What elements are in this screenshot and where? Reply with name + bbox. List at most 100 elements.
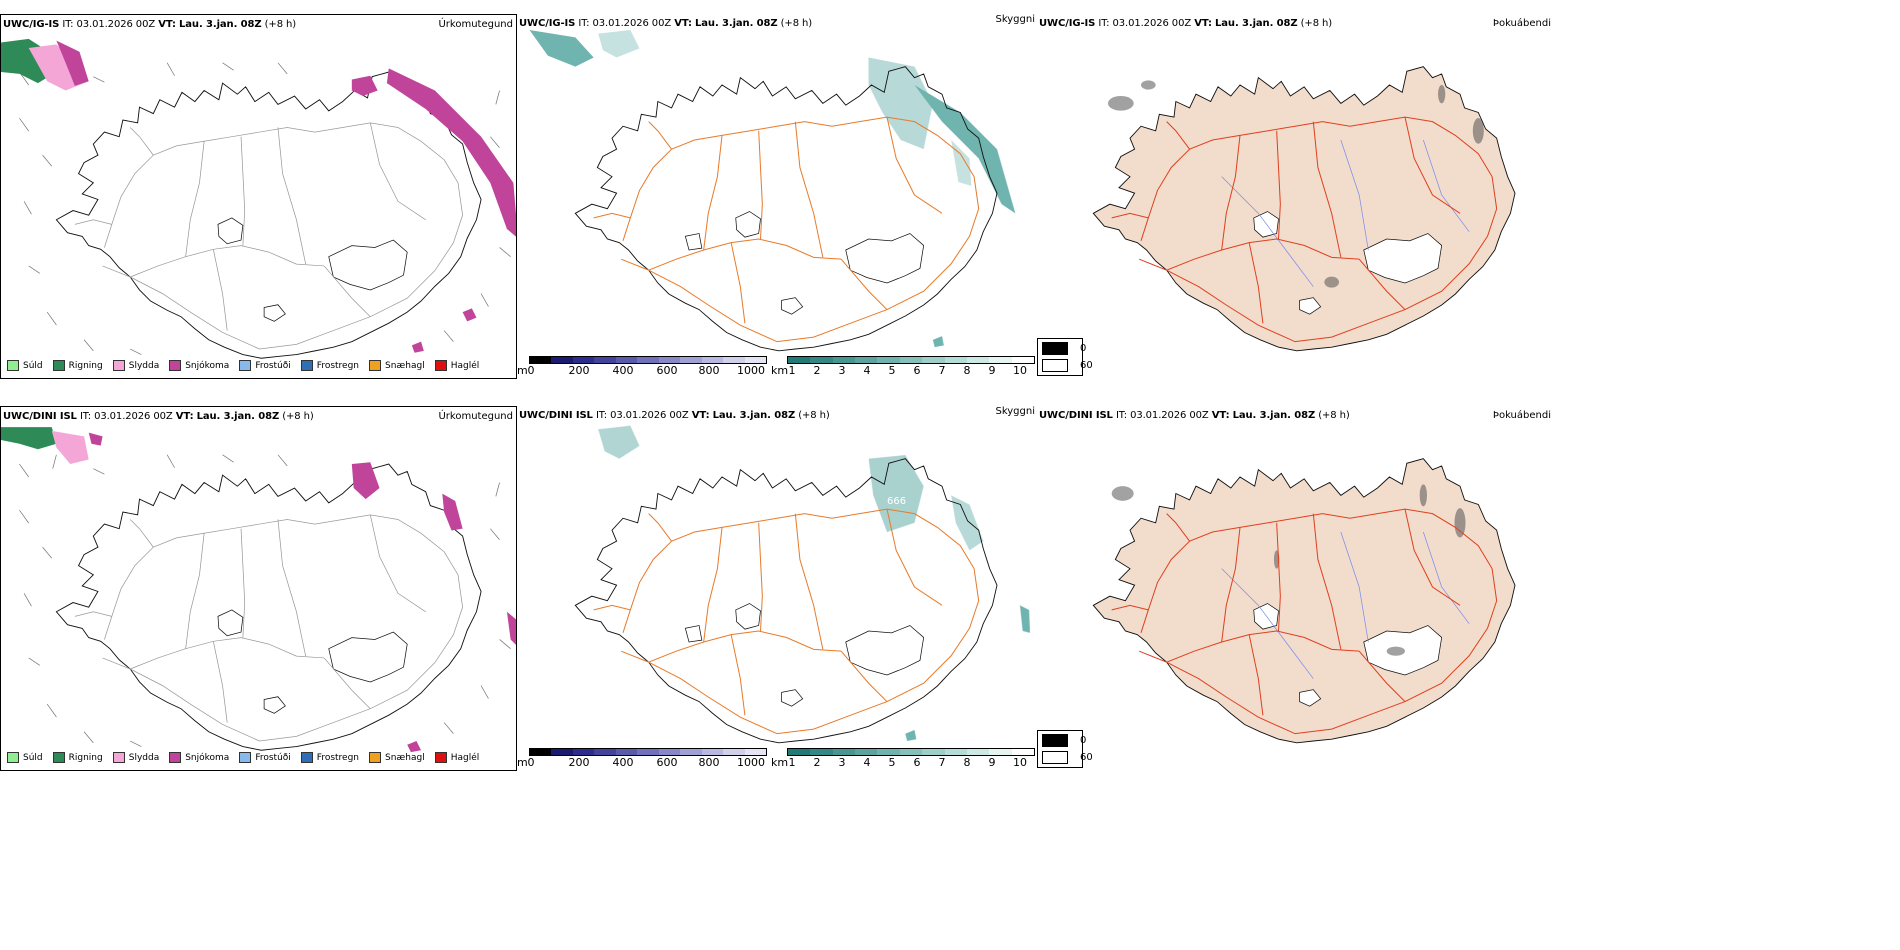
vt-label: VT: xyxy=(691,410,710,421)
visibility-unit: km xyxy=(771,756,789,769)
legend-swatch xyxy=(7,360,19,371)
it-label: IT: xyxy=(595,410,607,421)
height-unit: m xyxy=(517,756,528,769)
panel-title: Þokuábendi xyxy=(1492,410,1551,421)
visibility-tick: 4 xyxy=(863,756,871,769)
legend-item: Súld xyxy=(7,752,43,763)
fog-panel-1[interactable]: UWC/DINI ISL IT: 03.01.2026 00Z VT: Lau.… xyxy=(1037,406,1553,771)
height-tick: 1000 xyxy=(737,364,765,377)
it-value: 03.01.2026 00Z xyxy=(94,411,173,422)
panel-header: UWC/IG-IS IT: 03.01.2026 00Z VT: Lau. 3.… xyxy=(1039,18,1332,29)
rivers xyxy=(1221,531,1470,679)
legend-item: Frostúði xyxy=(239,752,291,763)
panel-title: Skyggni xyxy=(995,406,1035,417)
model-name: UWC/DINI ISL xyxy=(3,411,77,422)
fog-legend-row: 0 xyxy=(1042,342,1086,355)
legend-swatch xyxy=(434,752,447,763)
low-visibility-areas xyxy=(598,425,1030,741)
height-tick: 1000 xyxy=(737,756,765,769)
precip-areas xyxy=(1,38,516,353)
height-colorbar: m 0 200 400 600 800 1000 xyxy=(517,748,767,771)
height-tick: 400 xyxy=(612,364,634,377)
height-tick: 800 xyxy=(698,364,720,377)
legend-swatch xyxy=(169,360,182,371)
panel-title: Úrkomutegund xyxy=(438,19,513,30)
height-tick: 600 xyxy=(656,364,678,377)
height-colorbar-strip xyxy=(529,356,767,364)
visibility-tick: 7 xyxy=(938,364,946,377)
rivers xyxy=(1221,139,1470,287)
visibility-tick: 1 xyxy=(788,364,796,377)
vt-value: Lau. 3.jan. 08Z xyxy=(695,18,778,29)
lead-time: (+8 h) xyxy=(264,19,297,30)
it-value: 03.01.2026 00Z xyxy=(76,19,156,30)
low-visibility-areas xyxy=(529,30,1016,348)
legend-item: Snjókoma xyxy=(169,360,229,371)
legend-swatch xyxy=(300,360,313,371)
visibility-label: 666 xyxy=(887,496,907,507)
visibility-colorbar: km 1 2 3 4 5 6 7 8 9 10 xyxy=(771,748,1037,771)
visibility-tick: 8 xyxy=(963,364,971,377)
visibility-colorbar-strip xyxy=(787,748,1035,756)
precip-type-panel-0[interactable]: UWC/IG-IS IT: 03.01.2026 00Z VT: Lau. 3.… xyxy=(0,14,517,379)
legend-swatch xyxy=(434,360,447,371)
wind-barbs xyxy=(19,454,511,747)
visibility-tick: 3 xyxy=(838,756,846,769)
fog-panel-0[interactable]: UWC/IG-IS IT: 03.01.2026 00Z VT: Lau. 3.… xyxy=(1037,14,1553,379)
visibility-tick: 5 xyxy=(888,756,896,769)
legend-swatch xyxy=(7,752,19,763)
legend-item: Rigning xyxy=(52,752,103,763)
visibility-tick: 7 xyxy=(938,756,946,769)
fog-legend-swatch xyxy=(1042,734,1068,747)
visibility-tick: 5 xyxy=(888,364,896,377)
precip-type-panel-1[interactable]: UWC/DINI ISL IT: 03.01.2026 00Z VT: Lau.… xyxy=(0,406,517,771)
legend-item: Slydda xyxy=(112,360,159,371)
visibility-tick: 6 xyxy=(913,756,921,769)
height-tick: 800 xyxy=(698,756,720,769)
fog-legend-row: 60 xyxy=(1042,751,1093,764)
visibility-colorbar: km 1 2 3 4 5 6 7 8 9 10 xyxy=(771,356,1037,379)
lead-time: (+8 h) xyxy=(282,411,314,422)
panel-header: UWC/DINI ISL IT: 03.01.2026 00Z VT: Lau.… xyxy=(519,410,830,421)
vt-value: Lau. 3.jan. 08Z xyxy=(1232,410,1316,421)
legend-swatch xyxy=(239,360,252,371)
fog-legend-swatch xyxy=(1042,359,1068,372)
visibility-unit: km xyxy=(771,364,789,377)
fog-map xyxy=(1092,66,1516,352)
legend-swatch xyxy=(239,752,252,763)
vt-value: Lau. 3.jan. 08Z xyxy=(196,411,280,422)
fog-legend: 0 60 xyxy=(1037,730,1093,768)
vt-value: Lau. 3.jan. 08Z xyxy=(1215,18,1298,29)
it-value: 03.01.2026 00Z xyxy=(1112,18,1192,29)
wind-barbs xyxy=(19,62,511,355)
vt-value: Lau. 3.jan. 08Z xyxy=(179,19,262,30)
height-tick: 200 xyxy=(568,756,590,769)
precip-areas xyxy=(1,427,516,753)
precip-legend: Súld Rigning Slydda Snjókoma Frostúði Fr… xyxy=(7,360,489,371)
legend-swatch xyxy=(52,752,65,763)
model-name: UWC/DINI ISL xyxy=(519,410,593,421)
vt-label: VT: xyxy=(175,411,194,422)
visibility-tick: 4 xyxy=(863,364,871,377)
precip-legend: Súld Rigning Slydda Snjókoma Frostúði Fr… xyxy=(7,752,489,763)
vt-label: VT: xyxy=(158,19,176,30)
height-colorbar-strip xyxy=(529,748,767,756)
visibility-tick: 10 xyxy=(1013,364,1027,377)
fog-legend-row: 0 xyxy=(1042,734,1086,747)
height-tick: 200 xyxy=(568,364,590,377)
visibility-panel-1[interactable]: UWC/DINI ISL IT: 03.01.2026 00Z VT: Lau.… xyxy=(517,406,1037,771)
legend-item: Frostregn xyxy=(300,752,359,763)
visibility-tick: 6 xyxy=(913,364,921,377)
vt-label: VT: xyxy=(674,18,692,29)
legend-item: Haglél xyxy=(434,360,479,371)
model-name: UWC/IG-IS xyxy=(519,18,576,29)
it-label: IT: xyxy=(1115,410,1127,421)
it-value: 03.01.2026 00Z xyxy=(1130,410,1209,421)
legend-item: Haglél xyxy=(434,752,479,763)
it-label: IT: xyxy=(79,411,91,422)
model-name: UWC/DINI ISL xyxy=(1039,410,1113,421)
legend-swatch xyxy=(112,752,125,763)
it-label: IT: xyxy=(578,18,590,29)
visibility-panel-0[interactable]: UWC/IG-IS IT: 03.01.2026 00Z VT: Lau. 3.… xyxy=(517,14,1037,379)
legend-item: Frostúði xyxy=(239,360,291,371)
